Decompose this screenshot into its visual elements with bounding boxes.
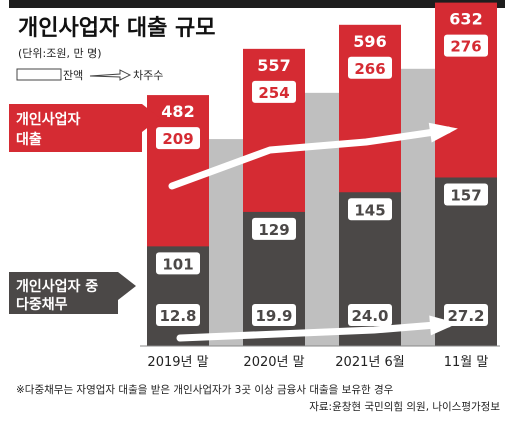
source-note: 자료:윤창현 국민의힘 의원, 나이스평가정보 — [309, 401, 500, 413]
label-total-borrowers-0: 209 — [162, 130, 193, 148]
legend-balance-swatch — [16, 68, 62, 81]
label-multi-balance-3: 157 — [450, 186, 481, 204]
label-total-balance-1: 557 — [257, 56, 290, 75]
box-total-borrowers-3 — [444, 34, 488, 57]
label-total-balance-3: 632 — [449, 10, 482, 29]
box-multi-balance-0 — [156, 252, 200, 275]
label-total-borrowers-2: 266 — [354, 60, 385, 78]
unit-note: (단위:조원, 만 명) — [18, 47, 102, 60]
gray-band-1 — [305, 92, 339, 346]
arrow-multi-borrowers-head — [429, 315, 458, 336]
box-multi-borrowers-3 — [444, 304, 488, 326]
label-multi-balance-1: 129 — [258, 221, 289, 239]
footnote: ※다중채무는 자영업자 대출을 받은 개인사업자가 3곳 이상 금융사 대출을 … — [16, 383, 394, 396]
group-label-multi-bg — [9, 272, 136, 314]
chart-title: 개인사업자 대출 규모 — [18, 16, 215, 41]
gray-bands — [209, 68, 435, 346]
label-total-borrowers-1: 254 — [258, 84, 289, 102]
box-multi-balance-3 — [444, 183, 488, 206]
arrow-multi-borrowers-line — [176, 320, 452, 342]
label-total-borrowers-3: 276 — [450, 38, 481, 56]
x-tick-label-2: 2021년 6월 — [335, 355, 404, 370]
label-total-balance-0: 482 — [161, 102, 194, 121]
x-tick-label-0: 2019년 말 — [147, 355, 208, 370]
box-multi-borrowers-1 — [252, 304, 296, 326]
box-multi-borrowers-2 — [348, 304, 392, 326]
box-total-borrowers-0 — [156, 127, 200, 150]
box-total-borrowers-2 — [348, 56, 392, 79]
label-multi-balance-2: 145 — [354, 201, 385, 219]
gray-band-2 — [401, 68, 435, 346]
group-label-total-line1: 개인사업자 — [16, 111, 81, 128]
top-border — [9, 0, 505, 8]
label-multi-balance-0: 101 — [162, 255, 193, 273]
group-label-total-line2: 대출 — [16, 131, 42, 148]
legend-balance-label: 잔액 — [63, 69, 83, 82]
x-tick-label-3: 11월 말 — [444, 355, 489, 370]
group-label-total-bg — [9, 104, 160, 152]
x-tick-label-1: 2020년 말 — [243, 355, 304, 370]
label-total-balance-2: 596 — [353, 32, 386, 51]
value-labels-layer: 482 209 101 12.8 557 254 129 19.9 596 266 145 24.0 6… — [156, 10, 488, 326]
label-multi-borrowers-1: 19.9 — [255, 307, 292, 325]
label-multi-borrowers-0: 12.8 — [159, 307, 196, 325]
box-multi-balance-1 — [252, 217, 296, 240]
legend-arrow-icon — [89, 69, 132, 81]
box-total-borrowers-1 — [252, 80, 296, 103]
label-multi-borrowers-3: 27.2 — [447, 307, 484, 325]
legend-borrowers-label: 차주수 — [133, 69, 163, 82]
group-label-multi-line2: 다중채무 — [16, 297, 68, 313]
arrow-total-borrowers-head — [428, 122, 458, 143]
box-multi-borrowers-0 — [156, 304, 200, 326]
label-multi-borrowers-2: 24.0 — [351, 307, 388, 325]
x-axis: 2019년 말 2020년 말 2021년 6월 11월 말 — [140, 345, 500, 370]
trend-arrows-layer — [168, 122, 458, 342]
arrow-total-borrowers-line — [168, 126, 452, 190]
group-label-multi-line1: 개인사업자 중 — [16, 278, 98, 295]
box-multi-balance-2 — [348, 198, 392, 221]
